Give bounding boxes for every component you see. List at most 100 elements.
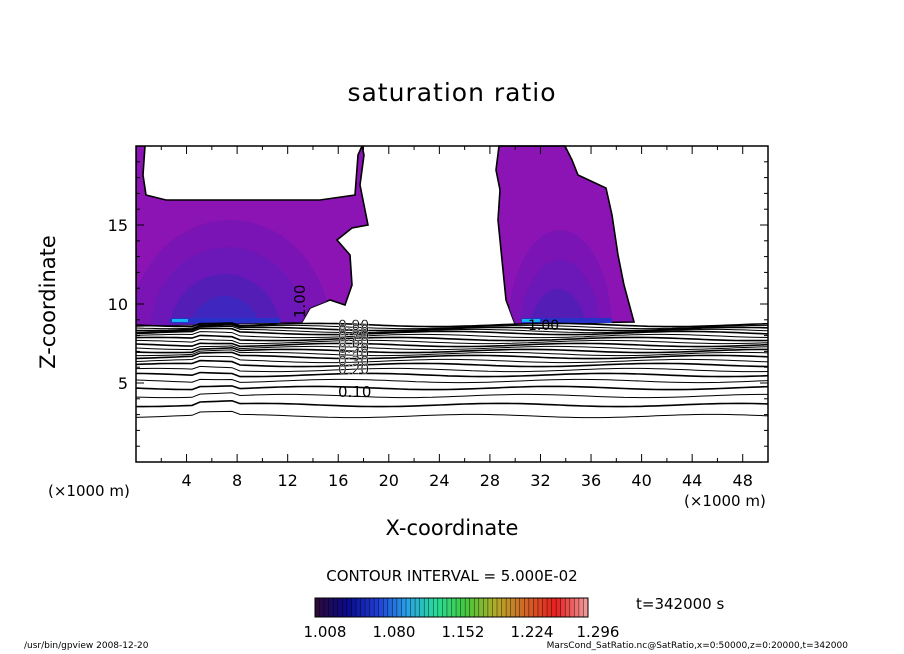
contour-line-13 — [135, 351, 769, 360]
colorbar-cell — [392, 598, 398, 617]
x-tick-label: 36 — [581, 471, 601, 490]
colorbar-cell — [333, 598, 339, 617]
colorbar-cell — [478, 598, 484, 617]
colorbar-cell — [433, 598, 439, 617]
x-tick-label: 8 — [232, 471, 242, 490]
colorbar-cell — [474, 598, 480, 617]
contour-line-5 — [135, 327, 769, 336]
colorbar-cell — [578, 598, 584, 617]
contour-line-15 — [135, 359, 769, 368]
x-tick-label: 32 — [530, 471, 550, 490]
x-tick-label: 44 — [682, 471, 702, 490]
colorbar-cell — [428, 598, 434, 617]
shade-right-3 — [530, 289, 586, 324]
contour-label-right: 1.00 — [528, 318, 559, 334]
y-unit-label: (×1000 m) — [48, 482, 130, 500]
colorbar-cell — [315, 598, 321, 617]
contour-label-0.90: 0.90 — [338, 318, 369, 334]
colorbar-cell — [355, 598, 361, 617]
colorbar-cell — [360, 598, 366, 617]
colorbar-cell — [528, 598, 534, 617]
colorbar-cell — [374, 598, 380, 617]
contour-line-16 — [135, 365, 769, 373]
colorbar-cell — [556, 598, 562, 617]
colorbar-cell — [537, 598, 543, 617]
shade-left-4 — [189, 296, 261, 326]
contour-label-0.10: 0.10 — [338, 383, 371, 401]
shade-right-2 — [520, 260, 600, 324]
contour-label-0.40: 0.40 — [338, 347, 369, 363]
x-tick-label: 48 — [733, 471, 753, 490]
colorbar-cell — [492, 598, 498, 617]
colorbar-cell — [415, 598, 421, 617]
colorbar-cell — [560, 598, 566, 617]
contour-line-22 — [135, 410, 769, 419]
colorbar-cell — [328, 598, 334, 617]
colorbar-cell — [401, 598, 407, 617]
colorbar-cell — [460, 598, 466, 617]
colorbar-tick-label: 1.152 — [442, 623, 485, 641]
colorbar-cell — [510, 598, 516, 617]
colorbar-cell — [524, 598, 530, 617]
colorbar-cell — [446, 598, 452, 617]
contour-line-4 — [135, 325, 769, 334]
colorbar-tick-label: 1.008 — [304, 623, 347, 641]
contour-line-8 — [135, 338, 769, 345]
colorbar-cell — [387, 598, 393, 617]
colorbar-tick-label: 1.224 — [511, 623, 554, 641]
high-ratio-band-right — [522, 318, 612, 323]
contour-label-0.50: 0.50 — [338, 341, 369, 357]
footer-left: /usr/bin/gpview 2008-12-20 — [24, 641, 149, 651]
colorbar-cell — [456, 598, 462, 617]
contour-label-0.60: 0.60 — [338, 335, 369, 351]
colorbar-cell — [469, 598, 475, 617]
colorbar-cell — [465, 598, 471, 617]
colorbar-cell — [519, 598, 525, 617]
y-tick-label: 10 — [108, 295, 128, 314]
colorbar-cell — [378, 598, 384, 617]
x-tick-label: 12 — [278, 471, 298, 490]
contour-line-10 — [135, 345, 769, 351]
x-unit-label: (×1000 m) — [684, 492, 766, 510]
contour-line-19 — [135, 385, 769, 391]
x-tick-label: 24 — [429, 471, 449, 490]
contour-line-3 — [136, 324, 769, 332]
colorbar-cell — [583, 598, 589, 617]
colorbar-cell — [396, 598, 402, 617]
colorbar-cell — [574, 598, 580, 617]
colorbar-cell — [483, 598, 489, 617]
contour-line-14 — [135, 355, 769, 364]
colorbar-cell — [533, 598, 539, 617]
colorbar-tick-label: 1.296 — [577, 623, 620, 641]
colorbar-cell — [406, 598, 412, 617]
colorbar-cell — [551, 598, 557, 617]
high-ratio-band-left — [170, 318, 280, 323]
colorbar-cell — [369, 598, 375, 617]
colorbar-cell — [365, 598, 371, 617]
contour-line-7 — [135, 334, 769, 342]
contour-line-18 — [135, 378, 769, 384]
x-tick-label: 40 — [631, 471, 651, 490]
contour-line-9 — [135, 342, 769, 348]
colorbar-cell — [383, 598, 389, 617]
colorbar-cell — [515, 598, 521, 617]
colorbar-cell — [410, 598, 416, 617]
contour-interval-label: CONTOUR INTERVAL = 5.000E-02 — [326, 567, 578, 585]
shade-left-3 — [169, 274, 281, 326]
colorbar-cell — [437, 598, 443, 617]
colorbar-cell — [547, 598, 553, 617]
contour-line-2 — [135, 323, 768, 330]
colorbar-cell — [569, 598, 575, 617]
colorbar-cell — [346, 598, 352, 617]
chart-title: saturation ratio — [347, 78, 557, 107]
contour-label-0.20: 0.20 — [338, 362, 369, 378]
colorbar-cell — [424, 598, 430, 617]
contour-line-6 — [135, 331, 769, 339]
contour-label-rotated: 1.00 — [291, 285, 309, 318]
x-tick-label: 20 — [379, 471, 399, 490]
footer-right: MarsCond_SatRatio.nc@SatRatio,x=0:50000,… — [546, 641, 848, 651]
colorbar-frame — [314, 597, 589, 618]
colorbar-cell — [542, 598, 548, 617]
x-axis-label: X-coordinate — [385, 516, 519, 540]
